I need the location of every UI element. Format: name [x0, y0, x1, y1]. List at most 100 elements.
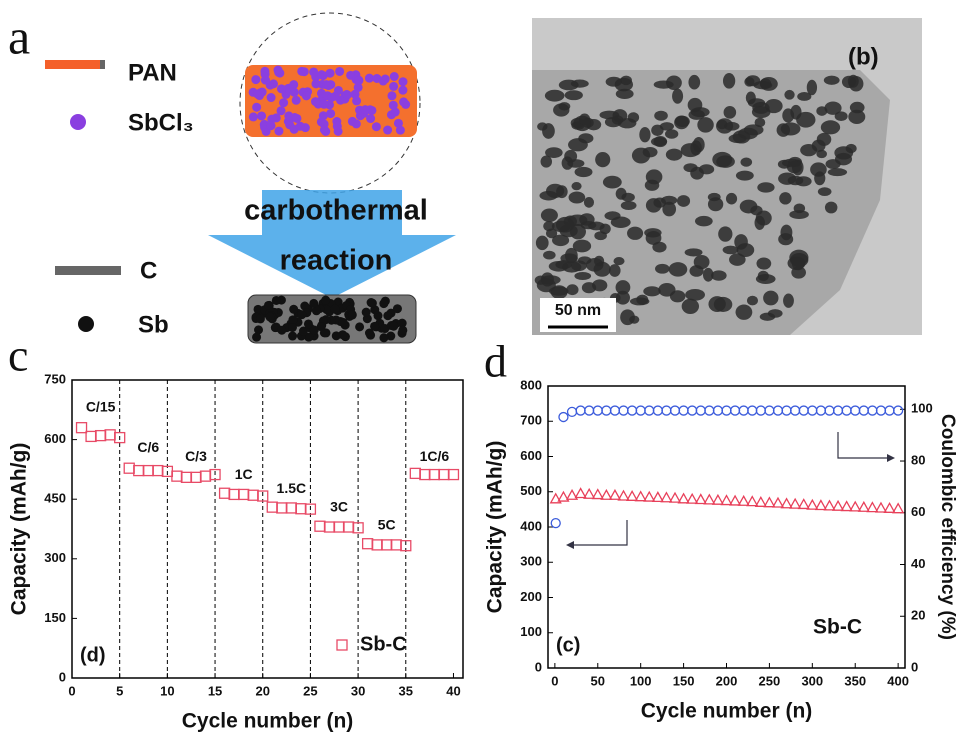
marker	[626, 405, 638, 416]
pan-swatch-end	[100, 60, 105, 69]
particle	[355, 322, 365, 332]
particle	[627, 226, 644, 240]
y2-axis-label: Coulombic efficiency (%)	[937, 414, 958, 640]
particle	[326, 93, 336, 103]
particle	[366, 114, 376, 124]
particle	[273, 65, 283, 75]
marker	[618, 405, 629, 416]
axis-arrow	[572, 520, 628, 546]
marker	[566, 406, 578, 418]
marker	[720, 494, 733, 506]
particle	[276, 106, 286, 116]
legend-text: C	[140, 257, 157, 284]
particle	[299, 67, 309, 77]
particle	[783, 293, 794, 308]
marker	[806, 498, 819, 510]
y-tick-label: 150	[44, 610, 66, 625]
particle	[722, 245, 739, 255]
particle	[287, 322, 297, 332]
marker	[772, 405, 784, 416]
marker	[361, 538, 374, 550]
y-tick-label: 500	[520, 483, 542, 498]
particle	[684, 248, 703, 257]
marker	[850, 405, 861, 416]
particle	[615, 280, 631, 295]
particle	[583, 197, 595, 208]
marker	[677, 492, 690, 504]
x-axis-label: Cycle number (n)	[641, 700, 813, 723]
particle	[764, 98, 783, 114]
x-tick-label: 50	[591, 673, 605, 688]
marker	[85, 430, 97, 443]
marker	[644, 405, 655, 416]
c-swatch	[55, 266, 121, 275]
particle	[252, 102, 262, 112]
x-tick-label: 15	[208, 683, 222, 698]
marker	[789, 497, 802, 509]
x-tick-label: 200	[716, 673, 738, 688]
particle	[379, 299, 389, 309]
particle	[389, 72, 399, 82]
marker	[400, 540, 412, 552]
x-tick-label: 30	[351, 683, 365, 698]
marker	[75, 422, 88, 434]
y-tick-label: 0	[59, 669, 66, 684]
legend-text: Sb-C	[360, 633, 407, 655]
particle	[311, 306, 321, 316]
x-tick-label: 0	[68, 683, 75, 698]
particle	[552, 234, 570, 247]
particle	[316, 322, 326, 332]
y-tick-label: 400	[520, 518, 542, 533]
y2-tick-label: 0	[911, 659, 918, 674]
panel-a: a PAN SbCl₃ C Sb carbothermal reaction	[8, 8, 456, 344]
particle	[694, 215, 713, 227]
particle	[767, 309, 783, 318]
particle	[364, 73, 374, 83]
marker	[238, 488, 250, 501]
particle	[259, 120, 269, 130]
particle	[668, 262, 688, 277]
particle	[735, 304, 753, 320]
particle	[266, 93, 276, 103]
marker	[352, 522, 364, 534]
particle	[364, 328, 374, 338]
particle	[579, 113, 591, 125]
legend-marker	[336, 639, 348, 651]
particle	[540, 208, 558, 223]
marker	[123, 462, 135, 474]
particle	[325, 68, 335, 78]
particle	[548, 286, 569, 296]
particle	[581, 282, 597, 294]
marker	[209, 468, 221, 481]
particle	[543, 250, 556, 260]
particle	[397, 318, 407, 328]
rate-label: C/15	[86, 399, 116, 415]
rate-label: 1C	[235, 466, 253, 482]
particle	[564, 90, 583, 101]
particle	[338, 317, 348, 327]
particle	[615, 88, 634, 99]
particle	[674, 115, 689, 130]
particle	[610, 216, 631, 228]
marker	[152, 464, 164, 477]
particle	[746, 295, 758, 306]
particle	[745, 91, 756, 105]
annotation: Sb-C	[813, 616, 862, 639]
particle	[740, 157, 753, 167]
particle	[571, 182, 582, 191]
particle	[608, 264, 621, 277]
particle	[687, 97, 703, 113]
particle	[722, 73, 736, 89]
particle	[395, 125, 405, 135]
marker	[771, 496, 785, 508]
marker	[104, 429, 116, 441]
marker	[428, 468, 441, 481]
x-tick-label: 5	[116, 683, 123, 698]
legend-text: Sb	[138, 311, 169, 338]
marker	[857, 500, 870, 512]
marker	[694, 493, 707, 505]
marker	[875, 405, 887, 416]
particle	[834, 111, 848, 122]
marker	[634, 490, 647, 502]
marker	[814, 499, 828, 511]
